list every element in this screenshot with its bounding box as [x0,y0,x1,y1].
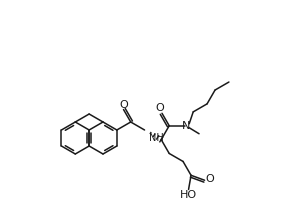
Text: O: O [156,103,164,113]
Text: O: O [119,100,128,109]
Text: HO: HO [180,191,197,201]
Text: O: O [205,174,214,184]
Text: NH: NH [149,133,163,143]
Text: N: N [182,121,190,131]
